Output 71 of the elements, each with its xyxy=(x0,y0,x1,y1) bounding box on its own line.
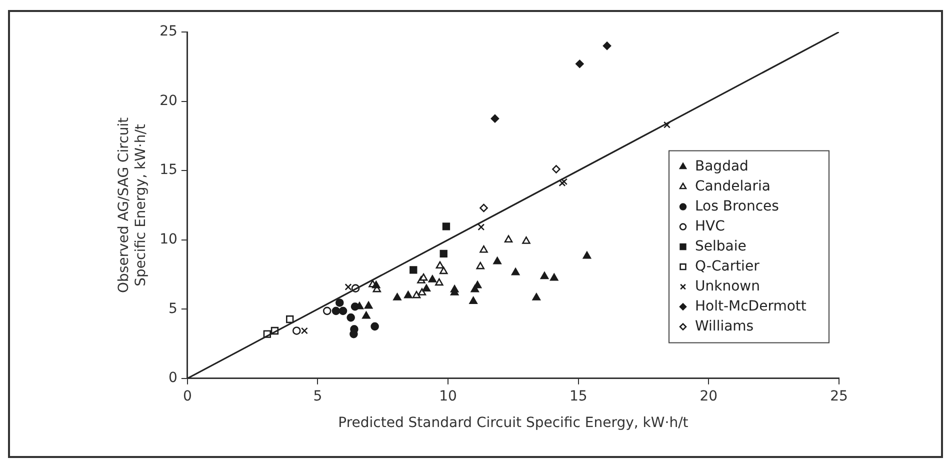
point xyxy=(469,296,478,304)
point xyxy=(292,326,301,335)
point xyxy=(419,273,428,281)
point xyxy=(286,315,294,324)
y-tick-label: 5 xyxy=(168,300,178,317)
point xyxy=(582,251,592,259)
point xyxy=(664,121,670,128)
point xyxy=(552,165,560,174)
point xyxy=(480,204,488,212)
point xyxy=(412,290,421,298)
point xyxy=(493,256,502,264)
point xyxy=(476,262,484,270)
point xyxy=(322,306,332,316)
legend-label: Selbaie xyxy=(695,238,746,254)
point xyxy=(532,293,541,300)
point xyxy=(404,290,412,298)
point xyxy=(393,293,402,300)
legend-label: Q-Cartier xyxy=(695,258,760,274)
point xyxy=(418,288,426,296)
point xyxy=(422,284,431,292)
point xyxy=(338,306,348,316)
legend-label: Williams xyxy=(695,318,754,334)
point xyxy=(442,222,450,230)
x-tick-label: 10 xyxy=(439,388,457,404)
point xyxy=(450,285,459,292)
point xyxy=(440,266,448,274)
point xyxy=(436,261,444,269)
legend-label: Los Bronces xyxy=(695,198,779,214)
legend-label: Candelaria xyxy=(695,178,770,194)
point xyxy=(504,235,513,242)
legend-label: Unknown xyxy=(695,278,760,294)
point xyxy=(372,280,380,288)
y-tick-label: 15 xyxy=(160,162,178,178)
point xyxy=(410,266,418,274)
point xyxy=(602,42,612,50)
legend-label: Holt-McDermott xyxy=(695,298,807,314)
point xyxy=(346,313,355,322)
x-tick-label: 5 xyxy=(313,388,322,404)
point xyxy=(362,311,370,319)
point xyxy=(478,224,485,231)
x-tick-label: 20 xyxy=(700,388,718,404)
point xyxy=(540,272,549,280)
point xyxy=(370,322,379,331)
y-tick-label: 20 xyxy=(160,92,178,109)
point xyxy=(344,283,352,290)
point xyxy=(364,301,373,309)
point xyxy=(300,327,308,334)
x-tick-label: 15 xyxy=(569,388,588,404)
point xyxy=(511,268,520,276)
legend-label: Bagdad xyxy=(695,158,748,174)
point xyxy=(550,273,558,281)
point xyxy=(480,245,488,253)
y-axis-title: Observed AG/SAG Circuit Specific Energy, kW·h/t xyxy=(116,116,149,293)
point xyxy=(522,236,530,244)
point xyxy=(435,278,444,286)
legend-label: HVC xyxy=(695,218,726,234)
point xyxy=(576,60,584,68)
point xyxy=(490,114,500,123)
point xyxy=(558,180,566,187)
y-tick-label: 10 xyxy=(160,231,178,248)
x-axis-title: Predicted Standard Circuit Specific Energy, kW·h/t xyxy=(338,415,689,432)
point xyxy=(440,250,448,258)
point xyxy=(335,298,344,307)
point xyxy=(332,306,340,316)
point xyxy=(428,275,437,282)
x-tick-label: 25 xyxy=(830,388,848,404)
point xyxy=(473,280,482,288)
y-tick-label: 0 xyxy=(168,370,178,386)
x-tick-label: 0 xyxy=(182,388,192,404)
y-tick-label: 25 xyxy=(160,24,178,40)
point xyxy=(560,178,568,186)
